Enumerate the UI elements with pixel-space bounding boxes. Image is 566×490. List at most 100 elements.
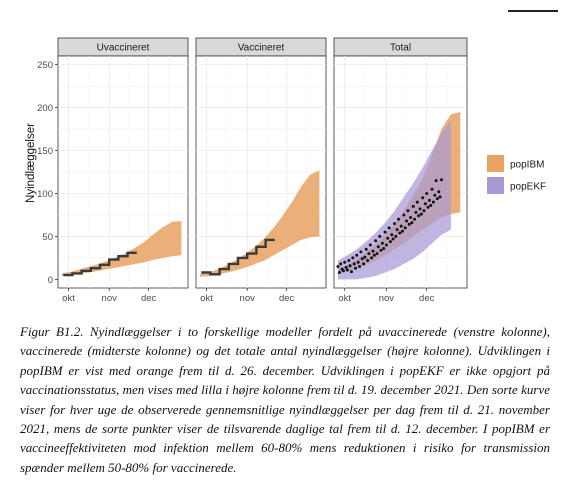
observed-daily-point: [354, 266, 357, 270]
observed-daily-point: [407, 222, 411, 226]
figure-caption: Figur B1.2. Nyindlæggelser i to forskell…: [20, 324, 550, 475]
observed-daily-point: [411, 204, 415, 208]
facet-panels: Uvaccineret okt nov dec 0 50 100 150 200 250 Vacci…: [37, 37, 468, 304]
observed-daily-point: [419, 212, 423, 216]
observed-daily-point: [401, 229, 404, 233]
popibm-legend-key: [487, 155, 504, 172]
y-axis-label: Nyindlæggelser: [25, 123, 37, 203]
observed-daily-point: [405, 219, 408, 223]
observed-daily-point: [406, 209, 410, 213]
observed-daily-point: [398, 231, 402, 235]
observed-daily-point: [402, 213, 406, 217]
observed-daily-point: [345, 268, 349, 272]
observed-daily-point: [343, 260, 347, 264]
observed-daily-point: [413, 217, 417, 221]
facet-panel: Uvaccineret okt nov dec 0 50 100 150 200 250: [37, 37, 189, 304]
observed-daily-point: [370, 256, 374, 260]
observed-daily-point: [348, 264, 352, 268]
observed-daily-point: [351, 256, 355, 260]
observed-daily-point: [344, 265, 348, 269]
observed-daily-point: [360, 257, 364, 261]
observed-daily-point: [383, 230, 387, 234]
observed-daily-point: [352, 262, 356, 266]
observed-daily-point: [372, 253, 376, 257]
legend-label: popEKF: [510, 182, 546, 193]
facet-title: Vaccineret: [238, 43, 285, 54]
observed-daily-point: [362, 262, 366, 266]
observed-daily-point: [358, 265, 361, 268]
observed-daily-point: [337, 271, 341, 274]
x-tick-label: okt: [62, 293, 75, 304]
observed-daily-point: [431, 200, 435, 204]
observed-daily-point: [366, 259, 370, 262]
observed-daily-point: [415, 200, 419, 204]
observed-daily-point: [390, 233, 394, 237]
observed-daily-point: [417, 214, 421, 218]
observed-daily-point: [433, 193, 437, 197]
observed-daily-point: [356, 260, 360, 264]
facet-title: Total: [390, 43, 411, 54]
observed-daily-point: [378, 234, 382, 238]
observed-daily-point: [395, 228, 399, 232]
observed-daily-point: [375, 252, 379, 256]
observed-daily-point: [435, 197, 439, 201]
observed-daily-point: [437, 190, 441, 194]
observed-daily-point: [426, 205, 430, 209]
facet-panel: Vaccineret okt nov dec: [195, 37, 327, 304]
y-tick-label: 150: [37, 146, 53, 157]
observed-daily-point: [414, 210, 418, 214]
legend: popIBM popEKF: [487, 155, 546, 194]
observed-daily-point: [434, 179, 438, 183]
x-tick-label: dec: [279, 293, 295, 304]
y-tick-label: 50: [42, 232, 53, 243]
observed-daily-point: [364, 247, 368, 251]
observed-daily-point: [379, 248, 383, 252]
observed-weekly-line: [63, 251, 137, 277]
popibm-ribbon: [61, 221, 182, 276]
observed-daily-point: [347, 259, 351, 262]
observed-daily-point: [341, 269, 345, 273]
popekf-legend-key: [487, 177, 504, 194]
observed-daily-point: [359, 250, 363, 254]
x-tick-label: nov: [102, 293, 118, 304]
observed-daily-point: [427, 198, 431, 202]
popekf-ribbon: [338, 120, 451, 280]
observed-daily-point: [386, 236, 390, 240]
gridlines: [196, 56, 326, 288]
observed-daily-point: [374, 239, 378, 243]
observed-daily-point: [367, 252, 371, 256]
x-tick-label: okt: [200, 293, 213, 304]
observed-daily-point: [418, 207, 422, 211]
observed-daily-point: [339, 262, 343, 266]
observed-daily-point: [376, 245, 380, 249]
observed-daily-point: [403, 226, 407, 230]
observed-daily-point: [336, 265, 340, 268]
observed-daily-point: [423, 202, 427, 206]
observed-daily-point: [425, 192, 429, 195]
x-tick-label: nov: [379, 293, 395, 304]
observed-daily-point: [399, 224, 403, 228]
x-tick-label: dec: [141, 293, 157, 304]
observed-daily-point: [391, 237, 395, 241]
observed-daily-point: [397, 217, 400, 221]
observed-daily-point: [394, 234, 398, 238]
figure-chart: Uvaccineret okt nov dec 0 50 100 150 200 250 Vacci…: [25, 37, 546, 304]
observed-daily-point: [363, 255, 367, 259]
observed-daily-point: [422, 209, 426, 213]
observed-daily-point: [393, 222, 396, 226]
y-tick-label: 200: [37, 103, 53, 114]
legend-label: popIBM: [510, 160, 544, 171]
facet-title: Uvaccineret: [97, 43, 150, 54]
observed-daily-point: [371, 249, 375, 253]
observed-daily-point: [429, 204, 433, 207]
popibm-ribbon: [199, 170, 320, 277]
y-tick-label: 100: [37, 189, 53, 200]
x-tick-label: nov: [240, 293, 256, 304]
observed-daily-point: [380, 241, 384, 245]
observed-daily-point: [430, 187, 434, 191]
observed-daily-point: [409, 216, 413, 219]
observed-daily-point: [382, 247, 386, 250]
observed-daily-point: [368, 243, 372, 247]
observed-daily-point: [384, 243, 388, 247]
header-rule: [508, 10, 558, 12]
